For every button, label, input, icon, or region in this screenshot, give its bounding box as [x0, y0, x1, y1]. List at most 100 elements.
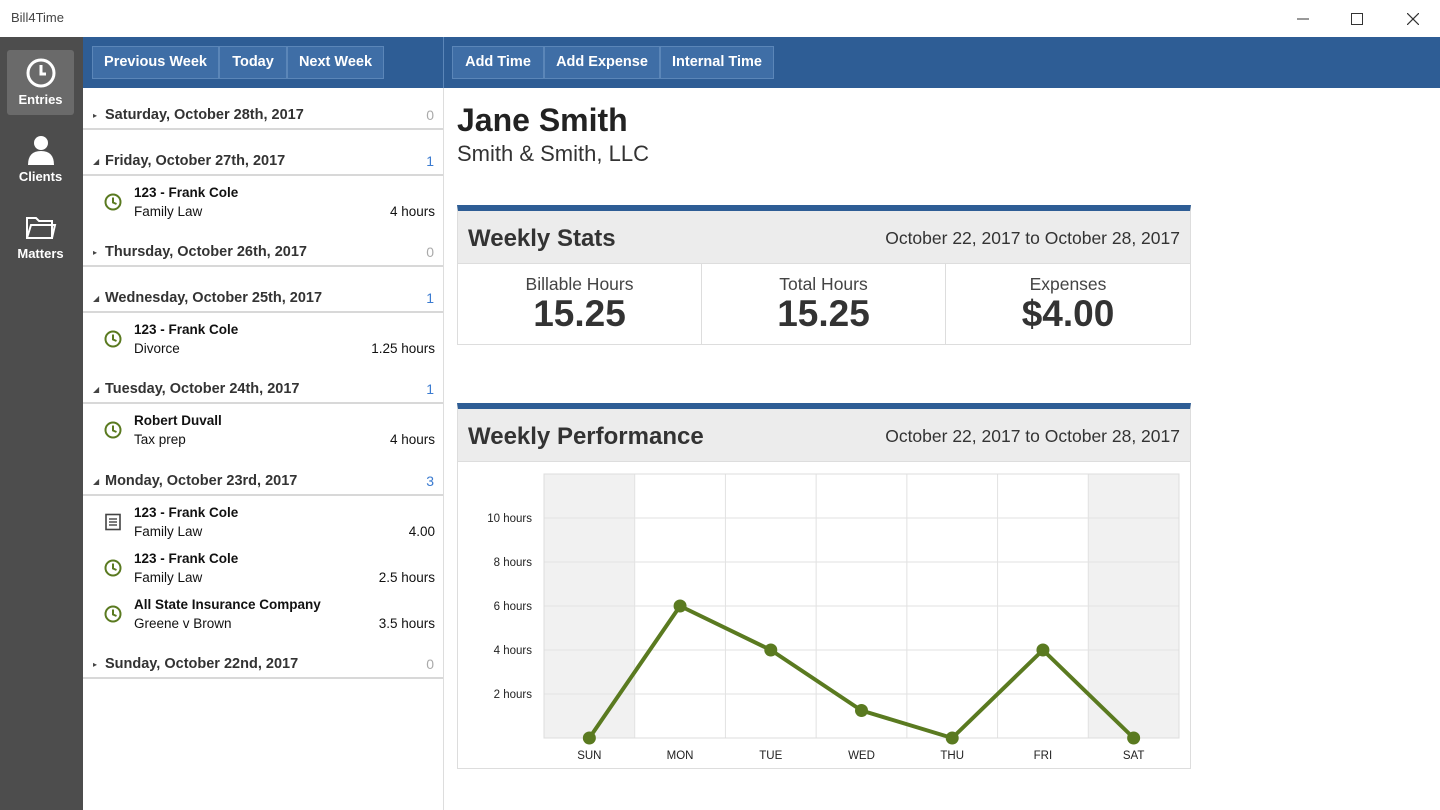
stats-row: Billable Hours 15.25 Total Hours 15.25 E…: [458, 264, 1190, 344]
y-tick-label: 8 hours: [494, 557, 533, 569]
day-header-tuesday[interactable]: ◢ Tuesday, October 24th, 2017 1: [83, 380, 443, 404]
minimize-icon[interactable]: [1280, 0, 1326, 37]
day-count: 0: [426, 656, 434, 672]
day-header-monday[interactable]: ◢ Monday, October 23rd, 2017 3: [83, 472, 443, 496]
list-item[interactable]: 123 - Frank Cole Family Law 4 hours: [83, 180, 443, 224]
app-title: Bill4Time: [11, 10, 64, 25]
day-header-thursday[interactable]: ▸ Thursday, October 26th, 2017 0: [83, 243, 443, 267]
toolbar: Previous Week Today Next Week Add Time A…: [83, 37, 1440, 88]
next-week-button[interactable]: Next Week: [287, 46, 384, 79]
day-label: Friday, October 27th, 2017: [105, 153, 286, 169]
x-tick-label: TUE: [759, 750, 782, 762]
data-point: [1127, 731, 1141, 745]
rail-item-clients[interactable]: Clients: [7, 127, 74, 192]
day-label: Wednesday, October 25th, 2017: [105, 290, 323, 306]
day-label: Saturday, October 28th, 2017: [105, 107, 304, 123]
previous-week-button[interactable]: Previous Week: [92, 46, 219, 79]
today-button[interactable]: Today: [219, 46, 287, 79]
entry-matter: Divorce: [134, 341, 180, 356]
person-firm: Smith & Smith, LLC: [457, 141, 649, 166]
weekly-stats-card: Weekly Stats October 22, 2017 to October…: [457, 205, 1191, 345]
x-tick-label: FRI: [1034, 750, 1053, 762]
caret-down-icon: ◢: [93, 157, 100, 166]
entry-matter: Family Law: [134, 204, 203, 219]
internal-time-button[interactable]: Internal Time: [660, 46, 774, 79]
title-bar: Bill4Time: [0, 0, 1440, 37]
clock-icon: [104, 605, 122, 623]
date-range: October 22, 2017 to October 28, 2017: [885, 228, 1180, 248]
day-count: 1: [426, 153, 434, 169]
plot-border: [543, 473, 1180, 739]
day-header-saturday[interactable]: ▸ Saturday, October 28th, 2017 0: [83, 106, 443, 130]
data-point: [855, 704, 868, 717]
maximize-icon[interactable]: [1334, 0, 1380, 37]
entry-matter: Greene v Brown: [134, 616, 232, 631]
rail-item-entries[interactable]: Entries: [7, 50, 74, 115]
x-tick-label: THU: [940, 750, 964, 762]
x-tick-label: WED: [848, 750, 875, 762]
entry-client: 123 - Frank Cole: [134, 185, 239, 200]
clock-icon: [26, 58, 55, 88]
card-title: Weekly Performance: [468, 423, 704, 450]
day-label: Monday, October 23rd, 2017: [105, 473, 298, 489]
close-icon[interactable]: [1390, 0, 1436, 37]
main-panel: Jane Smith Smith & Smith, LLC Weekly Sta…: [445, 88, 1440, 810]
folder-icon: [25, 217, 56, 239]
entry-client: 123 - Frank Cole: [134, 322, 239, 337]
data-point: [945, 731, 959, 745]
day-list: ▸ Saturday, October 28th, 2017 0 ◢ Frida…: [83, 88, 444, 810]
entry-amount: 4 hours: [389, 204, 435, 219]
card-title: Weekly Stats: [468, 225, 616, 252]
entry-client: 123 - Frank Cole: [134, 505, 239, 520]
caret-down-icon: ◢: [93, 477, 100, 486]
toolbar-divider: [443, 37, 444, 88]
list-item[interactable]: 123 - Frank Cole Family Law 2.5 hours: [83, 546, 443, 590]
clock-icon: [104, 330, 122, 348]
rail-label-matters: Matters: [17, 246, 64, 261]
entry-client: 123 - Frank Cole: [134, 551, 239, 566]
nav-rail: Entries Clients Matters: [0, 37, 83, 810]
add-expense-button[interactable]: Add Expense: [544, 46, 660, 79]
y-tick-label: 6 hours: [494, 601, 533, 613]
day-header-sunday[interactable]: ▸ Sunday, October 22nd, 2017 0: [83, 655, 443, 679]
x-tick-label: MON: [667, 750, 694, 762]
list-item[interactable]: Robert Duvall Tax prep 4 hours: [83, 408, 443, 452]
performance-chart: 2 hours 4 hours 6 hours 8 hours 10 hours SUN M…: [458, 462, 1190, 768]
rail-label-entries: Entries: [18, 92, 63, 107]
person-icon: [27, 136, 54, 165]
entry-amount: 4 hours: [389, 432, 435, 447]
entry-amount: 3.5 hours: [378, 616, 435, 631]
list-item[interactable]: 123 - Frank Cole Family Law 4.00: [83, 500, 443, 544]
y-tick-label: 4 hours: [494, 645, 533, 657]
stat-label: Total Hours: [779, 274, 868, 294]
day-count: 3: [426, 473, 434, 489]
entry-matter: Tax prep: [134, 432, 186, 447]
person-name: Jane Smith: [457, 102, 628, 138]
entry-matter: Family Law: [134, 524, 203, 539]
caret-down-icon: ◢: [93, 294, 100, 303]
day-count: 0: [426, 107, 434, 123]
day-header-wednesday[interactable]: ◢ Wednesday, October 25th, 2017 1: [83, 289, 443, 313]
list-item[interactable]: 123 - Frank Cole Divorce 1.25 hours: [83, 317, 443, 361]
caret-down-icon: ◢: [93, 385, 100, 394]
stat-total-hours: Total Hours 15.25: [702, 264, 946, 344]
stat-label: Expenses: [1029, 274, 1107, 294]
weekly-performance-card: Weekly Performance October 22, 2017 to O…: [457, 403, 1191, 769]
rail-label-clients: Clients: [18, 169, 63, 184]
x-tick-label: SUN: [577, 750, 601, 762]
day-header-friday[interactable]: ◢ Friday, October 27th, 2017 1: [83, 152, 443, 176]
data-point: [582, 731, 596, 745]
add-time-button[interactable]: Add Time: [452, 46, 544, 79]
x-tick-label: SAT: [1123, 750, 1145, 762]
stat-billable-hours: Billable Hours 15.25: [458, 264, 702, 344]
rail-item-matters[interactable]: Matters: [7, 204, 74, 269]
list-item[interactable]: All State Insurance Company Greene v Bro…: [83, 592, 443, 636]
stat-expenses: Expenses $4.00: [946, 264, 1190, 344]
day-label: Tuesday, October 24th, 2017: [105, 381, 300, 397]
caret-right-icon: ▸: [93, 660, 98, 669]
day-count: 1: [426, 290, 434, 306]
entry-amount: 4.00: [408, 524, 435, 539]
caret-right-icon: ▸: [93, 248, 98, 257]
entry-matter: Family Law: [134, 570, 203, 585]
entry-amount: 2.5 hours: [378, 570, 435, 585]
